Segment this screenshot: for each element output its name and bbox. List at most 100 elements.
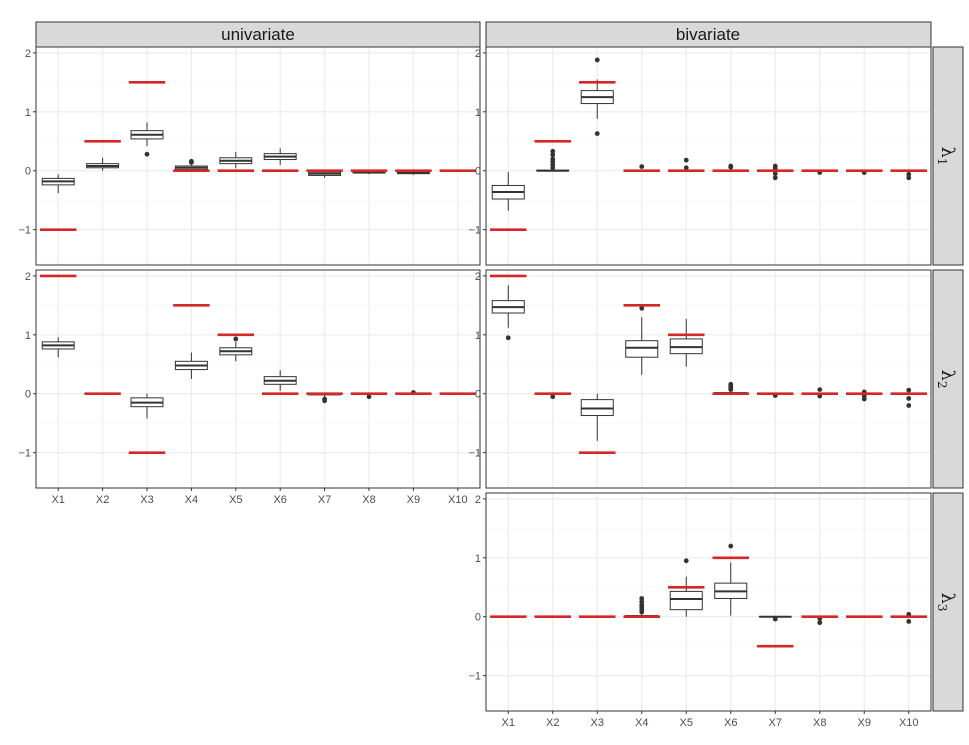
panel-background — [36, 47, 480, 265]
x-tick-label: X1 — [51, 494, 64, 506]
boxplot-x3 — [580, 57, 614, 137]
y-tick-label: 1 — [25, 107, 31, 119]
boxplot-x4 — [625, 305, 659, 375]
x-tick-label: X7 — [318, 494, 331, 506]
x-tick-label: X2 — [96, 494, 109, 506]
panel-bivariate-lambda-3: −1 0 1 2 X1 X2 X3 X4 X5 X6 X7 X8 X9 X10 — [468, 492, 932, 729]
y-tick-label: 1 — [475, 553, 481, 565]
x-tick-label: X10 — [899, 717, 919, 729]
y-tick-label: 2 — [475, 271, 481, 283]
y-tick-label: 0 — [475, 389, 481, 401]
outlier-point — [322, 396, 327, 402]
outlier-point — [772, 616, 778, 622]
outlier-point — [728, 163, 734, 169]
y-tick-label: 0 — [25, 389, 31, 401]
outlier-point — [639, 596, 645, 601]
outlier-point — [906, 387, 912, 393]
boxplot-x4 — [174, 352, 208, 379]
panel-border — [485, 46, 932, 266]
y-tick-label: 0 — [475, 612, 481, 624]
outlier-point — [683, 157, 689, 163]
outlier-point — [550, 394, 556, 400]
y-tick-label: 1 — [25, 330, 31, 342]
x-tick-label: X9 — [858, 717, 871, 729]
panel-background — [486, 47, 931, 265]
boxplot-x1 — [41, 174, 75, 194]
x-tick-label: X5 — [229, 494, 242, 506]
boxplot-x5 — [669, 318, 703, 367]
outlier-point — [366, 394, 372, 400]
boxplot-x5 — [669, 558, 703, 617]
boxplot-x1 — [491, 285, 525, 341]
x-tick-label: X6 — [724, 717, 737, 729]
column-strip-univariate: univariate — [35, 21, 481, 48]
outlier-point — [906, 175, 912, 181]
boxplot-x7 — [758, 615, 792, 622]
x-tick-label: X1 — [502, 717, 515, 729]
panel-background — [486, 493, 931, 711]
boxplot-x6 — [263, 148, 297, 165]
outlier-point — [639, 305, 645, 311]
y-tick-label: −1 — [468, 448, 481, 460]
outlier-point — [772, 163, 778, 169]
y-tick-label: −1 — [18, 448, 31, 460]
x-tick-label: X6 — [273, 494, 286, 506]
boxplot-x6 — [263, 370, 297, 391]
panel-bivariate-lambda-1: −1 0 1 2 — [468, 46, 932, 266]
y-tick-label: 2 — [25, 48, 31, 60]
boxplot-x1 — [491, 171, 525, 211]
outlier-point — [683, 165, 689, 171]
boxplot-x5 — [219, 336, 253, 362]
outlier-point — [505, 335, 511, 341]
outlier-point — [233, 336, 239, 342]
column-label-bivariate: bivariate — [676, 25, 740, 44]
column-label-univariate: univariate — [221, 25, 295, 44]
outlier-point — [639, 164, 645, 170]
boxplot-x3 — [130, 122, 164, 157]
y-tick-label: 0 — [475, 166, 481, 178]
row-label-lambda-3: λ3 — [935, 592, 958, 611]
row-strip-lambda-1: λ1 — [932, 46, 964, 266]
y-tick-label: −1 — [468, 225, 481, 237]
outlier-point — [772, 175, 778, 181]
x-tick-label: X5 — [680, 717, 693, 729]
x-tick-label: X7 — [769, 717, 782, 729]
row-label-lambda-1: λ1 — [935, 146, 958, 165]
outlier-point — [594, 131, 600, 137]
outlier-point — [550, 148, 556, 154]
boxplot-x2 — [536, 148, 570, 172]
outlier-point — [906, 171, 912, 177]
outlier-point — [550, 156, 556, 162]
y-tick-label: 2 — [25, 271, 31, 283]
panel-border — [35, 269, 481, 489]
panel-univariate-lambda-1: −1 0 1 2 — [18, 46, 481, 266]
x-tick-label: X8 — [813, 717, 826, 729]
x-tick-label: X4 — [635, 717, 648, 729]
outlier-point — [683, 558, 689, 564]
boxplot-x1 — [41, 337, 75, 358]
outlier-point — [189, 158, 194, 164]
outlier-point — [817, 387, 823, 393]
outlier-point — [594, 57, 600, 63]
x-tick-label: X3 — [591, 717, 604, 729]
boxplot-x4 — [174, 158, 208, 171]
panel-background — [486, 270, 931, 488]
boxplot-x3 — [580, 393, 614, 441]
row-label-lambda-2: λ2 — [935, 369, 958, 388]
outlier-point — [772, 171, 778, 177]
outlier-point — [144, 151, 150, 157]
outlier-point — [906, 619, 912, 624]
panel-border — [485, 492, 932, 712]
panel-border — [35, 46, 481, 266]
y-tick-label: 2 — [475, 494, 481, 506]
y-tick-label: 2 — [475, 48, 481, 60]
box-iqr — [625, 340, 659, 358]
x-tick-label: X8 — [362, 494, 375, 506]
x-tick-label: X4 — [185, 494, 198, 506]
outlier-point — [728, 381, 734, 387]
boxplot-x3 — [130, 393, 164, 419]
x-tick-label: X3 — [140, 494, 153, 506]
outlier-point — [728, 543, 734, 549]
column-strip-bivariate: bivariate — [485, 21, 932, 48]
